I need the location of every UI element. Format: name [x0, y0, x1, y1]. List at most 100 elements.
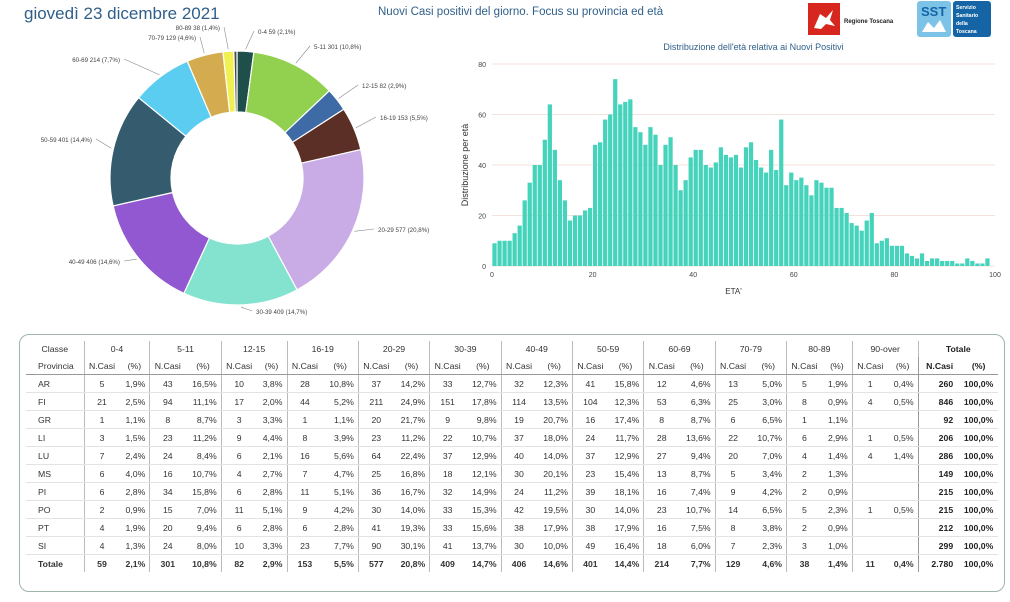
- ncasi-cell: 53: [643, 392, 680, 411]
- regione-toscana-logo: Regione Toscana: [806, 2, 902, 36]
- histogram-bar-93: [960, 263, 965, 266]
- ncasi-cell: 129: [714, 554, 751, 572]
- donut-leader-2: [338, 84, 359, 99]
- histogram-bar-27: [628, 99, 633, 266]
- pct-cell: 13,7%: [465, 536, 502, 555]
- pct-cell: 2,8%: [256, 518, 287, 537]
- province-cell: LI: [26, 428, 85, 447]
- histogram-bar-11: [547, 104, 552, 267]
- pct-cell: 7,7%: [322, 536, 359, 555]
- histogram-bar-15: [567, 220, 573, 266]
- x-tick-label-4: 80: [891, 272, 899, 279]
- sst-logo: SST Servizio Sanitario della Toscana: [916, 0, 992, 38]
- total-pct-cell: 100,0%: [959, 518, 998, 537]
- ncasi-cell: 4: [83, 536, 120, 555]
- pct-cell: 0,4%: [887, 554, 919, 572]
- donut-leader-0: [245, 30, 255, 50]
- pct-cell: 2,8%: [322, 518, 359, 537]
- pct-cell: 0,4%: [887, 374, 919, 393]
- histogram-bar-40: [693, 149, 698, 266]
- header-age-50-59: 50-59: [571, 341, 644, 357]
- pct-cell: 15,4%: [607, 464, 644, 483]
- ncasi-cell: 37: [357, 374, 394, 393]
- histogram-bar-78: [884, 238, 889, 266]
- ncasi-cell: 151: [429, 392, 466, 411]
- total-ncasi-cell: 149: [917, 464, 960, 483]
- subheader-pct: (%): [256, 357, 287, 375]
- pct-cell: 3,0%: [750, 392, 787, 411]
- histogram-bar-44: [713, 162, 718, 266]
- ncasi-cell: 21: [83, 392, 120, 411]
- pct-cell: 16,5%: [185, 374, 222, 393]
- histogram-bar-33: [658, 165, 663, 266]
- pct-cell: 14,0%: [393, 500, 430, 519]
- ncasi-cell: 9: [714, 482, 751, 501]
- pct-cell: 3,8%: [256, 374, 287, 393]
- table-row: PT 4 1,9% 20 9,4% 6 2,8% 6 2,8% 41 19,3% 33 15,6% 38 1…: [26, 518, 998, 537]
- pct-cell: 20,8%: [393, 554, 430, 572]
- histogram-bar-69: [839, 207, 844, 266]
- pct-cell: 8,0%: [185, 536, 222, 555]
- total-pct-cell: 100,0%: [959, 554, 998, 572]
- histogram-bar-64: [814, 180, 819, 266]
- ncasi-cell: 2: [786, 518, 822, 537]
- pct-cell: 1,0%: [821, 536, 853, 555]
- ncasi-cell: 153: [286, 554, 323, 572]
- donut-leader-7: [95, 138, 112, 149]
- header-age-90-over: 90-over: [851, 341, 919, 357]
- pct-cell: [887, 482, 919, 501]
- pct-cell: 3,8%: [750, 518, 787, 537]
- pct-cell: 4,6%: [679, 374, 716, 393]
- ncasi-cell: 49: [571, 536, 608, 555]
- ncasi-cell: 1: [83, 410, 120, 429]
- donut-label-9: 70-79 129 (4,6%): [148, 35, 196, 42]
- histogram-bar-49: [738, 167, 744, 266]
- ncasi-cell: 32: [500, 374, 537, 393]
- pct-cell: 14,9%: [465, 482, 502, 501]
- pct-cell: 11,7%: [607, 428, 644, 447]
- ncasi-cell: 5: [786, 374, 822, 393]
- donut-label-2: 12-15 82 (2,9%): [362, 83, 406, 90]
- subheader-ncasi: N.Casi: [149, 357, 186, 375]
- histogram-bar-25: [618, 104, 623, 267]
- ncasi-cell: 9: [220, 428, 257, 447]
- ncasi-cell: [851, 518, 888, 537]
- pct-cell: 3,4%: [750, 464, 787, 483]
- pct-cell: 12,7%: [465, 374, 502, 393]
- table-row: MS 6 4,0% 16 10,7% 4 2,7% 7 4,7% 25 16,8% 18 12,1% 30…: [26, 464, 998, 483]
- ncasi-cell: 301: [149, 554, 186, 572]
- pct-cell: 18,1%: [607, 482, 644, 501]
- donut-slice-11: [233, 50, 238, 113]
- ncasi-cell: 30: [500, 464, 537, 483]
- histogram-bar-94: [965, 258, 970, 266]
- histogram-bar-88: [935, 258, 940, 266]
- subheader-pct: (%): [393, 357, 430, 375]
- pct-cell: 14,0%: [607, 500, 644, 519]
- pct-cell: [887, 464, 919, 483]
- ncasi-cell: 16: [643, 482, 680, 501]
- histogram-bar-85: [919, 253, 925, 266]
- subheader-ncasi: N.Casi: [917, 357, 960, 375]
- ncasi-cell: 10: [220, 374, 257, 393]
- ncasi-cell: 4: [786, 446, 822, 465]
- histogram-bar-70: [844, 212, 849, 266]
- ncasi-cell: 37: [429, 446, 466, 465]
- ncasi-cell: 5: [786, 500, 822, 519]
- pct-cell: 2,8%: [256, 482, 287, 501]
- page-title: Nuovi Casi positivi del giorno. Focus su…: [378, 6, 664, 18]
- histogram-bar-66: [824, 187, 829, 266]
- ncasi-cell: 7: [714, 536, 751, 555]
- histogram-bar-53: [758, 167, 764, 266]
- histogram-bar-81: [899, 245, 905, 266]
- ncasi-cell: 1: [286, 410, 323, 429]
- total-ncasi-cell: 215: [917, 500, 960, 519]
- ncasi-cell: 33: [429, 374, 466, 393]
- pct-cell: 2,4%: [119, 446, 150, 465]
- histogram-bar-10: [542, 139, 547, 266]
- pct-cell: 8,7%: [185, 410, 222, 429]
- ncasi-cell: 18: [643, 536, 680, 555]
- donut-leader-9: [199, 36, 205, 54]
- ncasi-cell: 9: [286, 500, 323, 519]
- ncasi-cell: 406: [500, 554, 537, 572]
- svg-text:Servizio Sanitario del: Servizio Sanitario della Toscana: [956, 5, 980, 35]
